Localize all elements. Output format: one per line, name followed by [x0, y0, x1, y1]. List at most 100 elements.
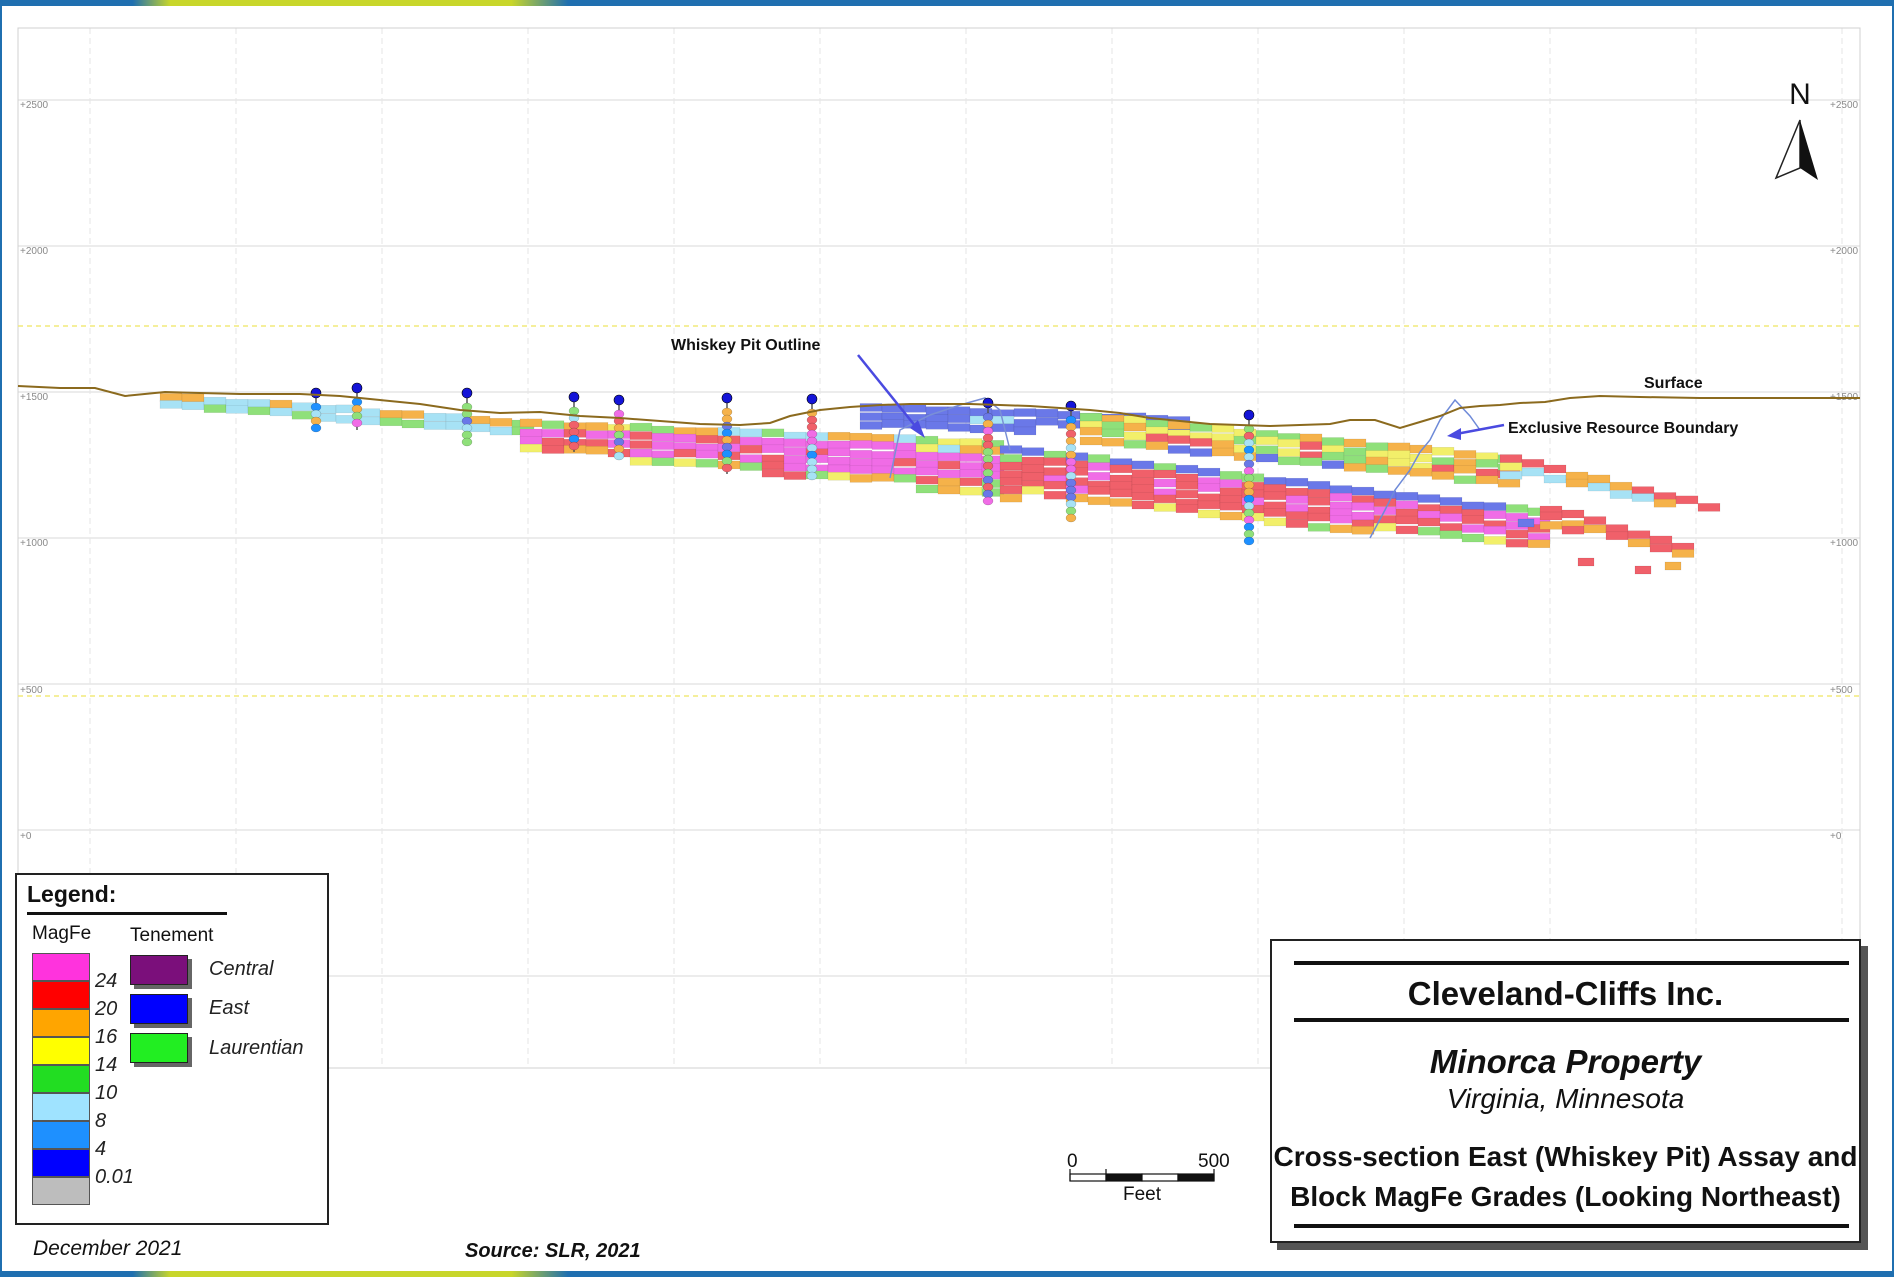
model-block — [1499, 454, 1523, 463]
model-block — [269, 399, 293, 409]
model-block — [1395, 525, 1419, 535]
model-block — [937, 469, 961, 479]
grade-label-24: 24 — [95, 970, 118, 992]
model-block — [1431, 447, 1455, 456]
model-block — [849, 432, 873, 442]
model-block — [1307, 497, 1331, 506]
elev-label-1500-left: +1500 — [20, 392, 49, 403]
model-block — [1131, 491, 1155, 501]
model-block — [1307, 489, 1331, 498]
model-block — [1021, 485, 1045, 495]
model-block — [1365, 442, 1389, 451]
model-block — [1417, 494, 1441, 503]
model-block — [937, 485, 961, 495]
drill-hole-assay — [461, 437, 473, 447]
model-block — [695, 449, 719, 459]
model-block — [871, 433, 895, 443]
model-block — [999, 461, 1023, 471]
model-block — [1439, 523, 1463, 532]
model-block — [291, 402, 315, 411]
drill-hole-collar — [351, 382, 363, 394]
drill-hole-collar — [721, 392, 733, 404]
model-block — [1431, 457, 1455, 466]
model-block — [673, 433, 697, 443]
model-block — [1577, 557, 1595, 567]
model-block — [1649, 535, 1673, 545]
model-block — [1131, 477, 1155, 486]
model-block — [1697, 503, 1721, 512]
model-block — [1321, 437, 1345, 446]
model-block — [1561, 525, 1585, 535]
model-block — [673, 458, 697, 467]
magfe-swatch-20 — [32, 981, 90, 1009]
model-block — [247, 399, 271, 408]
model-block — [1351, 502, 1375, 511]
model-block — [849, 474, 873, 483]
figure-title: Cross-section East (Whiskey Pit) Assay a… — [1272, 1137, 1859, 1217]
model-block — [849, 440, 873, 449]
model-block — [739, 462, 763, 471]
model-block — [1627, 538, 1651, 548]
model-block — [1079, 426, 1103, 436]
model-block — [739, 444, 763, 454]
model-block — [1395, 491, 1419, 501]
model-block — [1409, 468, 1433, 477]
model-block — [1387, 442, 1411, 452]
model-block — [1505, 538, 1529, 548]
elev-label-0-right: +0 — [1830, 831, 1842, 842]
model-block — [1285, 511, 1309, 520]
model-block — [247, 406, 271, 416]
model-block — [761, 468, 785, 478]
elev-label-2500-left: +2500 — [20, 100, 49, 111]
model-block — [1521, 467, 1545, 477]
model-block — [1277, 456, 1301, 466]
model-block — [1101, 428, 1125, 438]
model-block — [1285, 504, 1309, 513]
model-block — [783, 462, 807, 472]
model-block — [1605, 531, 1629, 541]
model-block — [1123, 440, 1147, 449]
model-block — [1539, 511, 1563, 521]
surface-label: Surface — [1644, 375, 1703, 392]
model-block — [1417, 517, 1441, 527]
model-block — [783, 455, 807, 464]
model-block — [1409, 453, 1433, 463]
model-block — [893, 474, 917, 483]
model-block — [1285, 477, 1309, 487]
elev-label-2000-right: +2000 — [1830, 246, 1859, 257]
scale-bar: 0 500 Feet — [1067, 1151, 1230, 1205]
model-block — [761, 444, 785, 454]
model-block — [1153, 494, 1177, 504]
title-rule-middle — [1294, 1018, 1849, 1022]
model-block — [1109, 464, 1133, 474]
model-block — [1321, 451, 1345, 461]
model-block — [629, 440, 653, 449]
elev-label-2000-left: +2000 — [20, 246, 49, 257]
tenement-header: Tenement — [130, 925, 214, 946]
model-block — [999, 470, 1023, 479]
elevation-labels-left: +2500 +2000 +1500 +1000 +500 +0 — [20, 100, 49, 842]
model-block — [1211, 447, 1235, 457]
elev-label-1000-right: +1000 — [1830, 538, 1859, 549]
model-block — [1351, 486, 1375, 496]
magfe-swatch-10 — [32, 1065, 90, 1093]
model-block — [827, 464, 851, 474]
model-block — [1431, 471, 1455, 480]
model-block — [1175, 489, 1199, 499]
model-block — [1483, 536, 1507, 545]
model-block — [1627, 530, 1651, 539]
magfe-swatch-0-01 — [32, 1149, 90, 1177]
model-block — [585, 430, 609, 440]
model-block — [915, 451, 939, 461]
model-block — [1123, 422, 1147, 432]
model-block — [269, 407, 293, 417]
model-block — [1013, 408, 1037, 417]
model-block — [1461, 501, 1485, 511]
model-block — [1043, 467, 1067, 476]
property-name: Minorca Property — [1429, 1043, 1702, 1080]
model-block — [739, 436, 763, 446]
model-block — [519, 435, 543, 445]
figure-title-line-1: Cross-section East (Whiskey Pit) Assay a… — [1273, 1141, 1858, 1172]
north-arrow-icon — [1774, 119, 1818, 180]
